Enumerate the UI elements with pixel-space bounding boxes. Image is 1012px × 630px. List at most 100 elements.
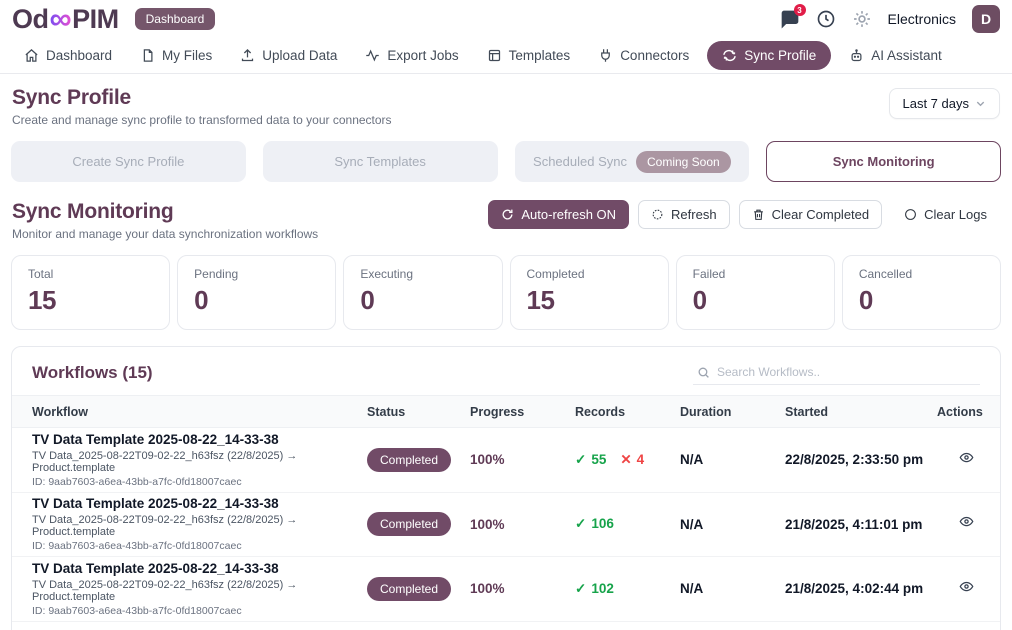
auto-refresh-toggle[interactable]: Auto-refresh ON	[488, 200, 630, 229]
stat-cancelled: Cancelled 0	[841, 255, 1001, 330]
refresh-button[interactable]: Refresh	[638, 200, 730, 229]
workflow-id: ID: 9aab7603-a6ea-43bb-a7fc-0fd18007caec	[32, 604, 242, 617]
coming-soon-badge: Coming Soon	[635, 150, 731, 173]
records-cell: ✓ 102	[575, 581, 680, 597]
workflow-detail: TV Data_2025-08-22T09-02-22_h63fsz (22/8…	[32, 578, 298, 603]
status-badge: Completed	[367, 447, 452, 472]
refresh-icon	[502, 209, 513, 220]
table-row: TV Data Template 2025-08-22_14-33-38 TV …	[12, 557, 1000, 622]
workflows-card: Workflows (15) Workflow Status Progress …	[11, 346, 1001, 630]
trash-icon	[753, 209, 763, 220]
records-failed: 4	[636, 451, 645, 467]
table-row: TV Data Template 2025-08-22_14-33-38 TV …	[12, 428, 1000, 493]
page-header: Sync Profile Create and manage sync prof…	[0, 74, 1012, 131]
started-value: 21/8/2025, 4:02:44 pm	[785, 581, 924, 597]
cross-icon: ✕	[620, 451, 632, 467]
nav-upload-data[interactable]: Upload Data	[230, 42, 347, 69]
top-header: Od ∞ PIM Dashboard 3 Electronics D	[0, 0, 1012, 38]
date-range-dropdown[interactable]: Last 7 days	[888, 88, 1000, 119]
stats-cards: Total 15 Pending 0 Executing 0 Completed…	[0, 243, 1012, 336]
activity-icon	[366, 49, 380, 62]
nav-sync-profile[interactable]: Sync Profile	[707, 41, 832, 70]
progress-value: 100%	[470, 516, 505, 532]
home-icon	[25, 49, 38, 62]
workflow-detail: TV Data_2025-08-22T09-02-22_h63fsz (22/8…	[32, 514, 298, 539]
search-input[interactable]	[717, 365, 976, 379]
nav-templates[interactable]: Templates	[477, 42, 581, 69]
progress-value: 100%	[470, 452, 505, 468]
app-logo: Od ∞ PIM	[12, 1, 119, 36]
nav-ai-assistant[interactable]: AI Assistant	[839, 42, 952, 69]
clear-completed-button[interactable]: Clear Completed	[738, 200, 883, 229]
workflow-name: TV Data Template 2025-08-22_14-33-38	[32, 431, 279, 447]
check-icon: ✓	[575, 580, 587, 596]
duration-value: N/A	[680, 516, 704, 532]
tab-sync-templates[interactable]: Sync Templates	[262, 141, 498, 182]
records-success: 106	[591, 516, 614, 532]
page-title: Sync Profile	[12, 86, 131, 109]
tab-create-sync-profile[interactable]: Create Sync Profile	[11, 141, 246, 182]
company-selector[interactable]: Electronics	[887, 11, 956, 27]
check-icon: ✓	[575, 451, 587, 467]
workflows-title: Workflows (15)	[32, 362, 153, 382]
robot-icon	[851, 49, 862, 62]
file-icon	[143, 49, 153, 62]
notification-badge: 3	[793, 4, 806, 16]
user-avatar[interactable]: D	[972, 5, 1000, 33]
clear-logs-button[interactable]: Clear Logs	[891, 200, 1000, 229]
history-clock-icon[interactable]	[816, 9, 836, 29]
search-icon	[698, 367, 709, 378]
monitoring-title: Sync Monitoring	[12, 200, 174, 223]
sync-icon	[723, 49, 737, 62]
status-badge: Completed	[367, 512, 452, 537]
status-badge: Completed	[367, 576, 452, 601]
duration-value: N/A	[680, 581, 704, 597]
stat-completed: Completed 15	[509, 255, 669, 330]
records-cell: ✓ 55 ✕ 4	[575, 452, 680, 468]
view-icon[interactable]	[959, 514, 980, 529]
infinity-icon: ∞	[49, 1, 72, 36]
messages-icon[interactable]: 3	[780, 4, 806, 29]
workflow-search[interactable]	[693, 360, 980, 385]
workflow-name: TV Data Template 2025-08-22_14-33-38	[32, 496, 279, 512]
progress-value: 100%	[470, 581, 505, 597]
settings-gear-icon[interactable]	[852, 9, 872, 29]
stat-pending: Pending 0	[177, 255, 337, 330]
records-success: 55	[591, 451, 607, 467]
refresh-icon	[652, 209, 663, 220]
table-row: TV Data Template 2025-08-22_14-33-38 Com…	[12, 622, 1000, 630]
main-nav: Dashboard My Files Upload Data Export Jo…	[0, 38, 1012, 74]
started-value: 22/8/2025, 2:33:50 pm	[785, 452, 924, 468]
workflow-detail: TV Data_2025-08-22T09-02-22_h63fsz (22/8…	[32, 449, 298, 474]
stat-executing: Executing 0	[343, 255, 503, 330]
upload-icon	[242, 48, 254, 62]
nav-my-files[interactable]: My Files	[130, 42, 222, 69]
monitoring-subtitle: Monitor and manage your data synchroniza…	[12, 227, 319, 241]
workflow-id: ID: 9aab7603-a6ea-43bb-a7fc-0fd18007caec	[32, 475, 242, 488]
logo-text-suffix: PIM	[72, 3, 119, 34]
nav-connectors[interactable]: Connectors	[588, 42, 699, 69]
table-row: TV Data Template 2025-08-22_14-33-38 TV …	[12, 493, 1000, 557]
chevron-down-icon	[976, 101, 985, 107]
logo-text-prefix: Od	[12, 3, 49, 34]
view-icon[interactable]	[959, 450, 980, 465]
workflow-id: ID: 9aab7603-a6ea-43bb-a7fc-0fd18007caec	[32, 540, 242, 553]
records-success: 102	[591, 580, 614, 596]
plug-icon	[601, 49, 611, 62]
view-icon[interactable]	[959, 579, 980, 594]
monitoring-header: Sync Monitoring Monitor and manage your …	[0, 184, 1012, 243]
nav-dashboard[interactable]: Dashboard	[14, 42, 122, 69]
check-icon: ✓	[575, 516, 587, 532]
tab-scheduled-sync[interactable]: Scheduled Sync Coming Soon	[514, 141, 750, 182]
context-badge: Dashboard	[134, 8, 216, 30]
page-subtitle: Create and manage sync profile to transf…	[12, 113, 392, 127]
records-cell: ✓ 106	[575, 516, 680, 532]
stat-total: Total 15	[11, 255, 171, 330]
ban-circle-icon	[905, 209, 917, 220]
stat-failed: Failed 0	[675, 255, 835, 330]
workflow-name: TV Data Template 2025-08-22_14-33-38	[32, 560, 279, 576]
profile-tabs: Create Sync Profile Sync Templates Sched…	[0, 131, 1012, 184]
nav-export-jobs[interactable]: Export Jobs	[355, 42, 468, 69]
table-header: Workflow Status Progress Records Duratio…	[12, 395, 1000, 428]
tab-sync-monitoring[interactable]: Sync Monitoring	[766, 141, 1001, 182]
